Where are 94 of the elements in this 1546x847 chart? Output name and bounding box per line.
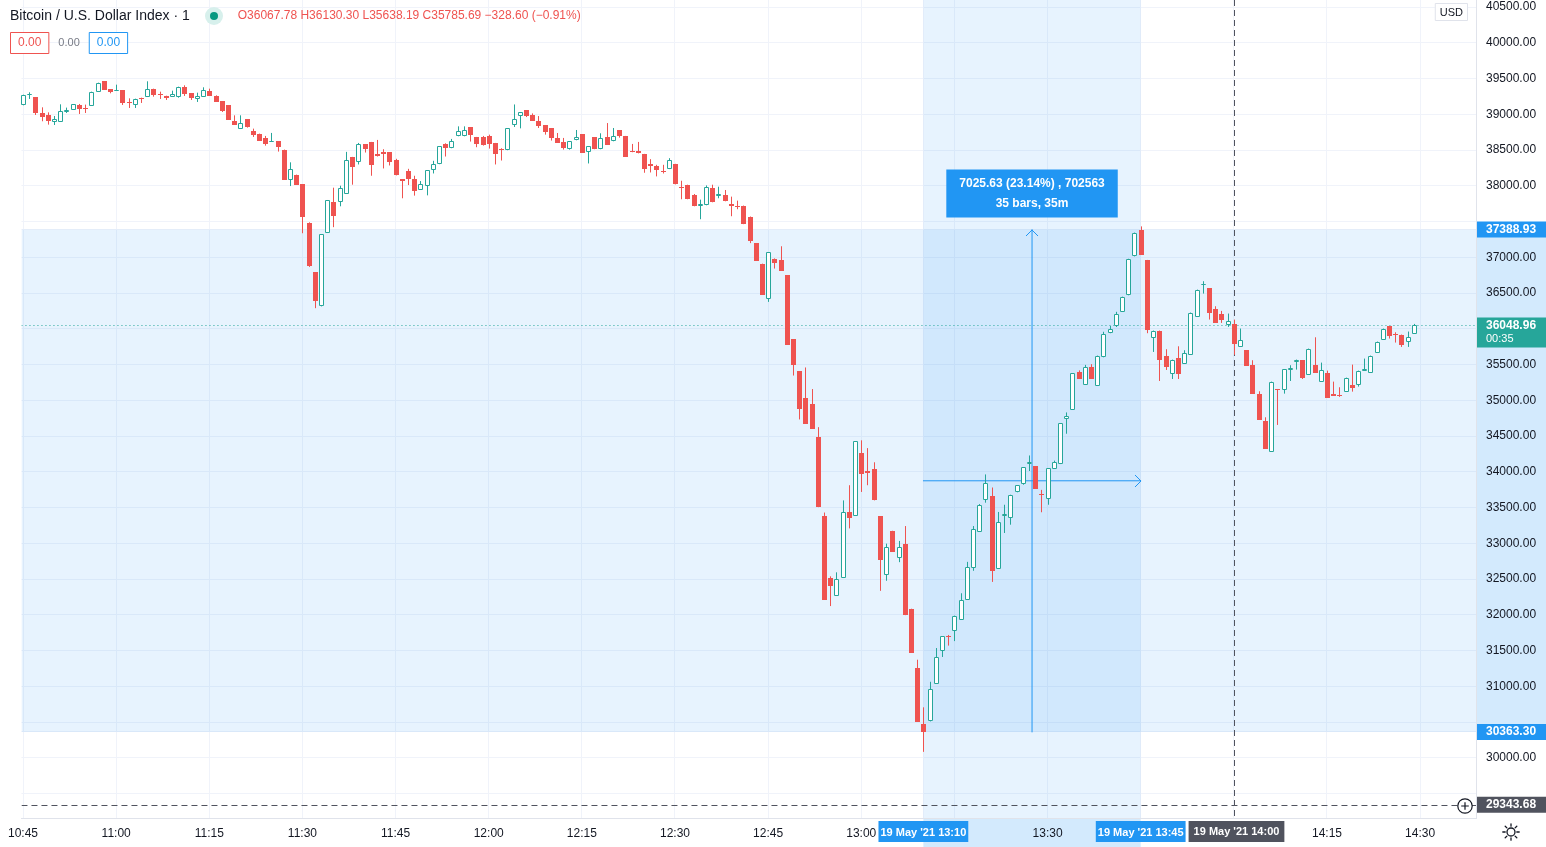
x-tick-label: 10:45 bbox=[8, 825, 39, 840]
candlestick bbox=[996, 511, 1001, 570]
candlestick bbox=[350, 156, 355, 186]
candlestick bbox=[319, 233, 324, 307]
candlestick bbox=[412, 175, 417, 197]
candlestick bbox=[1275, 388, 1280, 426]
candlestick bbox=[331, 187, 336, 228]
y-tick-label: 30000.00 bbox=[1486, 750, 1537, 765]
candlestick bbox=[288, 161, 293, 187]
candlestick bbox=[127, 97, 132, 109]
ref-line-label: 29343.68 bbox=[1486, 797, 1537, 812]
candlestick bbox=[512, 103, 517, 128]
candlestick bbox=[1039, 489, 1044, 513]
x-tick-label: 12:15 bbox=[566, 825, 598, 840]
y-tick-label: 30363.30 bbox=[1486, 724, 1537, 739]
candlestick bbox=[946, 634, 951, 647]
x-tick-label: 14:15 bbox=[1311, 825, 1343, 840]
y-tick-label: 33500.00 bbox=[1486, 499, 1537, 514]
candlestick bbox=[1170, 359, 1175, 380]
candlestick bbox=[729, 196, 734, 217]
x-tick-label: 11:45 bbox=[381, 825, 411, 840]
x-tick-label: 12:30 bbox=[659, 825, 691, 840]
y-tick-label: 38000.00 bbox=[1486, 178, 1537, 193]
y-tick-label: 32000.00 bbox=[1486, 607, 1537, 622]
candlestick bbox=[1238, 328, 1243, 348]
candlestick bbox=[1350, 364, 1355, 393]
candlestick bbox=[1132, 232, 1137, 257]
y-tick-label: 33000.00 bbox=[1486, 535, 1537, 550]
y-axis-title: USD bbox=[1439, 5, 1464, 18]
candlestick bbox=[847, 484, 852, 529]
candlestick bbox=[952, 615, 957, 642]
candlestick bbox=[934, 647, 939, 685]
y-tick-label: 38500.00 bbox=[1486, 142, 1537, 157]
y-tick-label: 40000.00 bbox=[1486, 35, 1537, 50]
y-tick-label: 36500.00 bbox=[1486, 285, 1537, 300]
y-tick-label: 37000.00 bbox=[1486, 249, 1537, 264]
candlestick bbox=[834, 571, 839, 597]
annotation: 0.00 bbox=[96, 35, 121, 50]
x-tick-label: 12:45 bbox=[753, 825, 784, 840]
candlestick bbox=[1064, 411, 1069, 435]
candlestick bbox=[921, 706, 926, 753]
candlestick bbox=[928, 681, 933, 722]
y-tick-label: 37388.93 bbox=[1486, 221, 1537, 236]
x-tick-label: 11:30 bbox=[287, 825, 318, 840]
candlestick bbox=[1300, 359, 1305, 380]
text: O36067.78 H36130.30 L35638.19 C35785.69 −328.60 (−0.91%) bbox=[237, 8, 581, 23]
x-tick-label: 13:30 bbox=[1032, 825, 1063, 840]
candlestick bbox=[1269, 381, 1274, 453]
candlestick bbox=[1201, 280, 1206, 295]
y-tick-label: 39000.00 bbox=[1486, 106, 1537, 121]
candlestick bbox=[897, 540, 902, 563]
candlestick bbox=[400, 178, 405, 199]
candlestick bbox=[841, 499, 846, 579]
x-tick-label: 13:00 bbox=[846, 825, 877, 840]
candlestick bbox=[940, 635, 945, 658]
candlestick bbox=[1176, 345, 1181, 380]
candlestick bbox=[959, 592, 964, 621]
y-tick-label: 39500.00 bbox=[1486, 70, 1537, 85]
candlestick bbox=[766, 251, 771, 303]
y-tick-label: 31500.00 bbox=[1486, 642, 1537, 657]
text: Bitcoin / U.S. Dollar Index · 1 bbox=[10, 6, 190, 23]
y-tick-label: 40500.00 bbox=[1486, 0, 1537, 14]
candlestick bbox=[1070, 373, 1075, 410]
candlestick bbox=[1126, 258, 1131, 296]
candlestick bbox=[853, 441, 858, 516]
ref-line-label: 19 May '21 14:00 bbox=[1193, 824, 1280, 837]
x-tick-label: 19 May '21 13:10 bbox=[880, 825, 967, 838]
candlestick bbox=[748, 216, 753, 244]
y-tick-label: 32500.00 bbox=[1486, 571, 1537, 586]
x-tick-label: 14:30 bbox=[1405, 825, 1436, 840]
candlestick bbox=[1313, 336, 1318, 374]
candlestick bbox=[884, 543, 889, 582]
candlestick bbox=[983, 473, 988, 504]
candlestick bbox=[1164, 348, 1169, 371]
annotation: 0.00 bbox=[58, 36, 80, 49]
candlestick bbox=[1083, 364, 1088, 386]
candlestick bbox=[1151, 330, 1156, 353]
y-tick-label: 34500.00 bbox=[1486, 428, 1537, 443]
y-tick-label: 31000.00 bbox=[1486, 678, 1537, 693]
band-label: 7025.63 (23.14%) , 702563 35 bars, 35m bbox=[959, 175, 1106, 210]
x-tick-label: 11:00 bbox=[101, 825, 132, 840]
candlestick bbox=[1232, 319, 1237, 356]
y-tick-label: 35500.00 bbox=[1486, 356, 1537, 371]
candlestick bbox=[1195, 289, 1200, 318]
candlestick bbox=[1319, 362, 1324, 383]
x-tick-label: 11:15 bbox=[194, 825, 225, 840]
x-tick-label: 19 May '21 13:45 bbox=[1097, 825, 1184, 838]
annotation: 0.00 bbox=[18, 35, 42, 50]
ref-line-label: 36048.96 00:35 bbox=[1486, 317, 1537, 345]
y-tick-label: 35000.00 bbox=[1486, 392, 1537, 407]
y-tick-label: 34000.00 bbox=[1486, 464, 1537, 479]
candlestick bbox=[779, 245, 784, 272]
candlestick bbox=[1306, 348, 1311, 376]
x-tick-label: 12:00 bbox=[473, 825, 505, 840]
